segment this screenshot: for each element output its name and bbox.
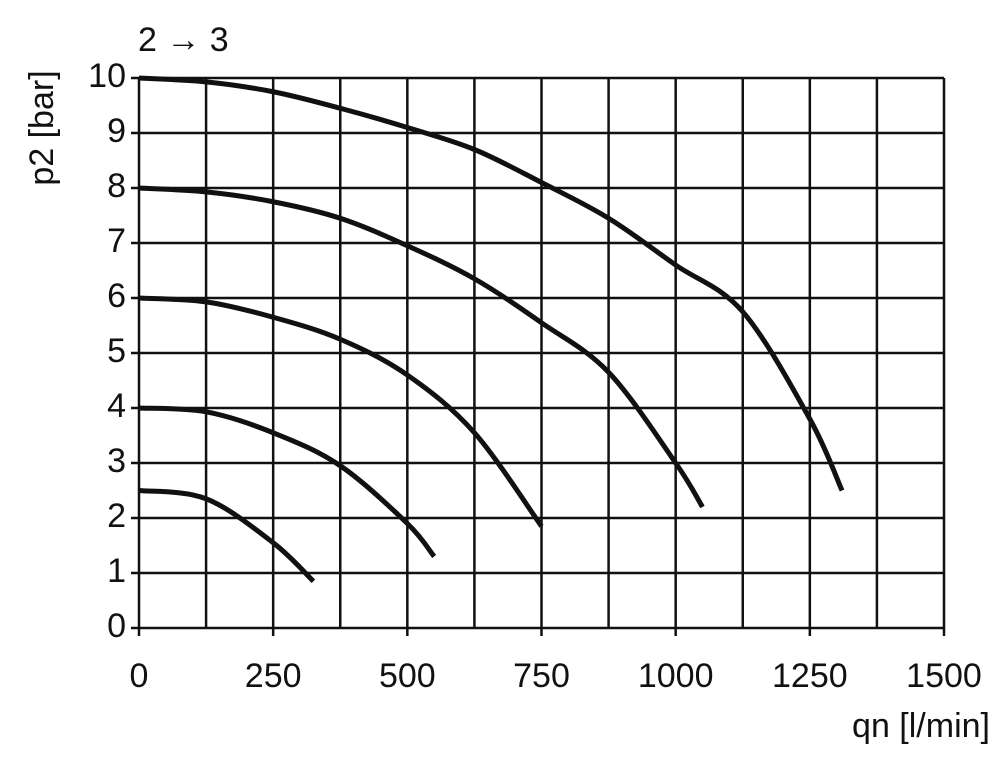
chart-title: 2 → 3 [138, 21, 229, 59]
y-tick-label: 8 [107, 167, 126, 205]
x-tick-label: 1500 [906, 657, 982, 695]
y-tick-label: 2 [107, 497, 126, 535]
y-tick-label: 10 [88, 57, 126, 95]
x-tick-label: 0 [130, 657, 149, 695]
y-tick-label: 9 [107, 112, 126, 150]
curve [138, 295, 544, 528]
curve [138, 75, 845, 492]
curve [138, 185, 705, 509]
y-tick-label: 6 [107, 277, 126, 315]
curve [138, 488, 316, 584]
x-tick-label: 1000 [638, 657, 714, 695]
curve [138, 405, 437, 559]
y-tick-label: 0 [107, 607, 126, 645]
y-tick-label: 7 [107, 222, 126, 260]
x-tick-label: 1250 [772, 657, 848, 695]
x-tick-label: 500 [379, 657, 436, 695]
y-tick-label: 1 [107, 552, 126, 590]
x-tick-label: 750 [513, 657, 570, 695]
y-tick-label: 3 [107, 442, 126, 480]
y-tick-label: 5 [107, 332, 126, 370]
x-axis-label: qn [l/min] [852, 707, 990, 745]
x-tick-label: 250 [245, 657, 302, 695]
y-axis-label: p2 [bar] [23, 70, 61, 185]
y-tick-label: 4 [107, 387, 126, 425]
